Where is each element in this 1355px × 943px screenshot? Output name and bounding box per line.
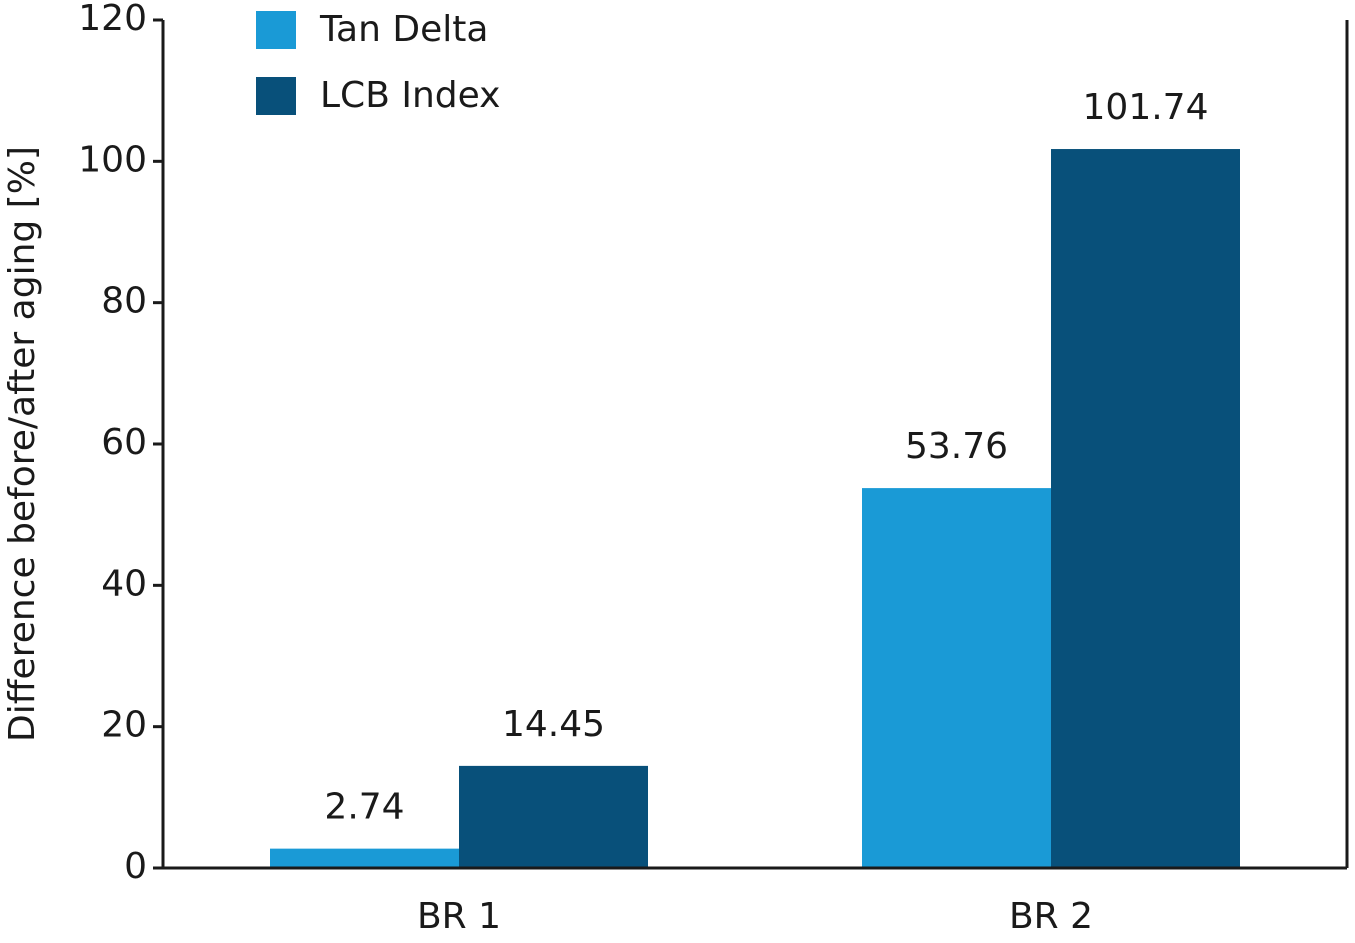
legend-swatch xyxy=(256,77,296,115)
bar xyxy=(459,765,648,868)
bar xyxy=(1051,149,1240,868)
value-label: 101.74 xyxy=(1083,87,1209,128)
value-label: 53.76 xyxy=(905,426,1008,467)
y-tick-label: 120 xyxy=(78,0,147,39)
y-tick-label: 80 xyxy=(101,281,147,322)
x-tick-label: BR 2 xyxy=(1009,896,1093,937)
legend-label: LCB Index xyxy=(320,75,500,116)
y-tick-label: 0 xyxy=(124,846,147,887)
y-axis-label: Difference before/after aging [%] xyxy=(2,146,43,742)
bar xyxy=(862,488,1051,868)
x-tick-label: BR 1 xyxy=(417,896,501,937)
bar xyxy=(270,848,459,868)
y-tick-label: 40 xyxy=(101,563,147,604)
value-label: 14.45 xyxy=(502,704,605,745)
legend-label: Tan Delta xyxy=(319,9,488,50)
y-tick-label: 60 xyxy=(101,422,147,463)
y-tick-label: 100 xyxy=(78,139,147,180)
legend-swatch xyxy=(256,11,296,49)
y-tick-label: 20 xyxy=(101,705,147,746)
value-label: 2.74 xyxy=(324,787,404,828)
